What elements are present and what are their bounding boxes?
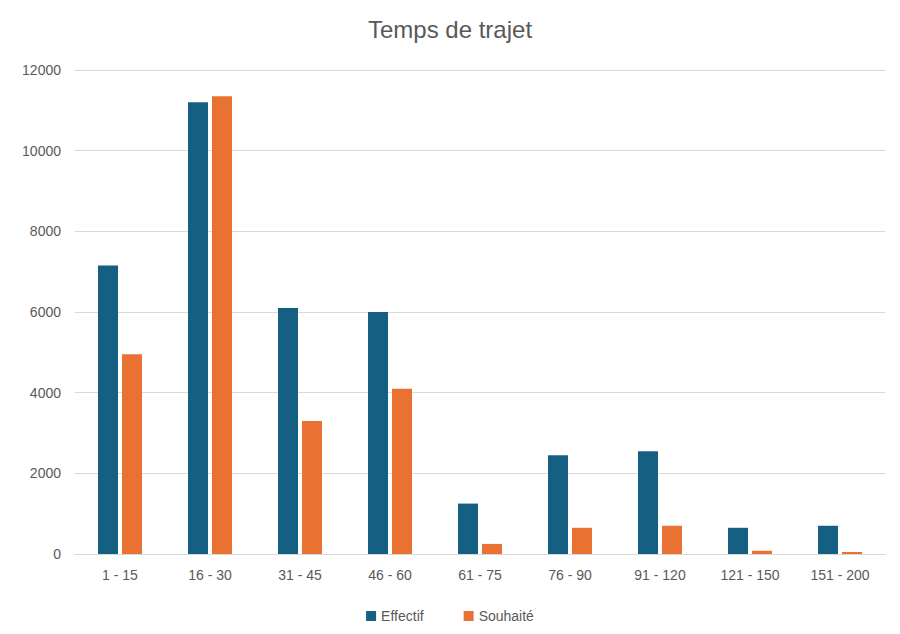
svg-text:2000: 2000 bbox=[30, 465, 61, 481]
svg-text:8000: 8000 bbox=[30, 223, 61, 239]
svg-text:151 - 200: 151 - 200 bbox=[810, 567, 869, 583]
svg-text:Effectif: Effectif bbox=[381, 608, 424, 624]
svg-text:1 - 15: 1 - 15 bbox=[102, 567, 138, 583]
svg-text:Souhaité: Souhaité bbox=[479, 608, 534, 624]
svg-text:Temps de trajet: Temps de trajet bbox=[368, 16, 532, 43]
svg-text:121 - 150: 121 - 150 bbox=[720, 567, 779, 583]
svg-text:6000: 6000 bbox=[30, 304, 61, 320]
svg-text:10000: 10000 bbox=[22, 143, 61, 159]
svg-text:31 - 45: 31 - 45 bbox=[278, 567, 322, 583]
svg-text:16 - 30: 16 - 30 bbox=[188, 567, 232, 583]
svg-text:0: 0 bbox=[53, 546, 61, 562]
svg-text:12000: 12000 bbox=[22, 62, 61, 78]
svg-text:76 - 90: 76 - 90 bbox=[548, 567, 592, 583]
svg-text:46 - 60: 46 - 60 bbox=[368, 567, 412, 583]
svg-text:91 - 120: 91 - 120 bbox=[634, 567, 686, 583]
svg-text:4000: 4000 bbox=[30, 385, 61, 401]
svg-text:61 - 75: 61 - 75 bbox=[458, 567, 502, 583]
